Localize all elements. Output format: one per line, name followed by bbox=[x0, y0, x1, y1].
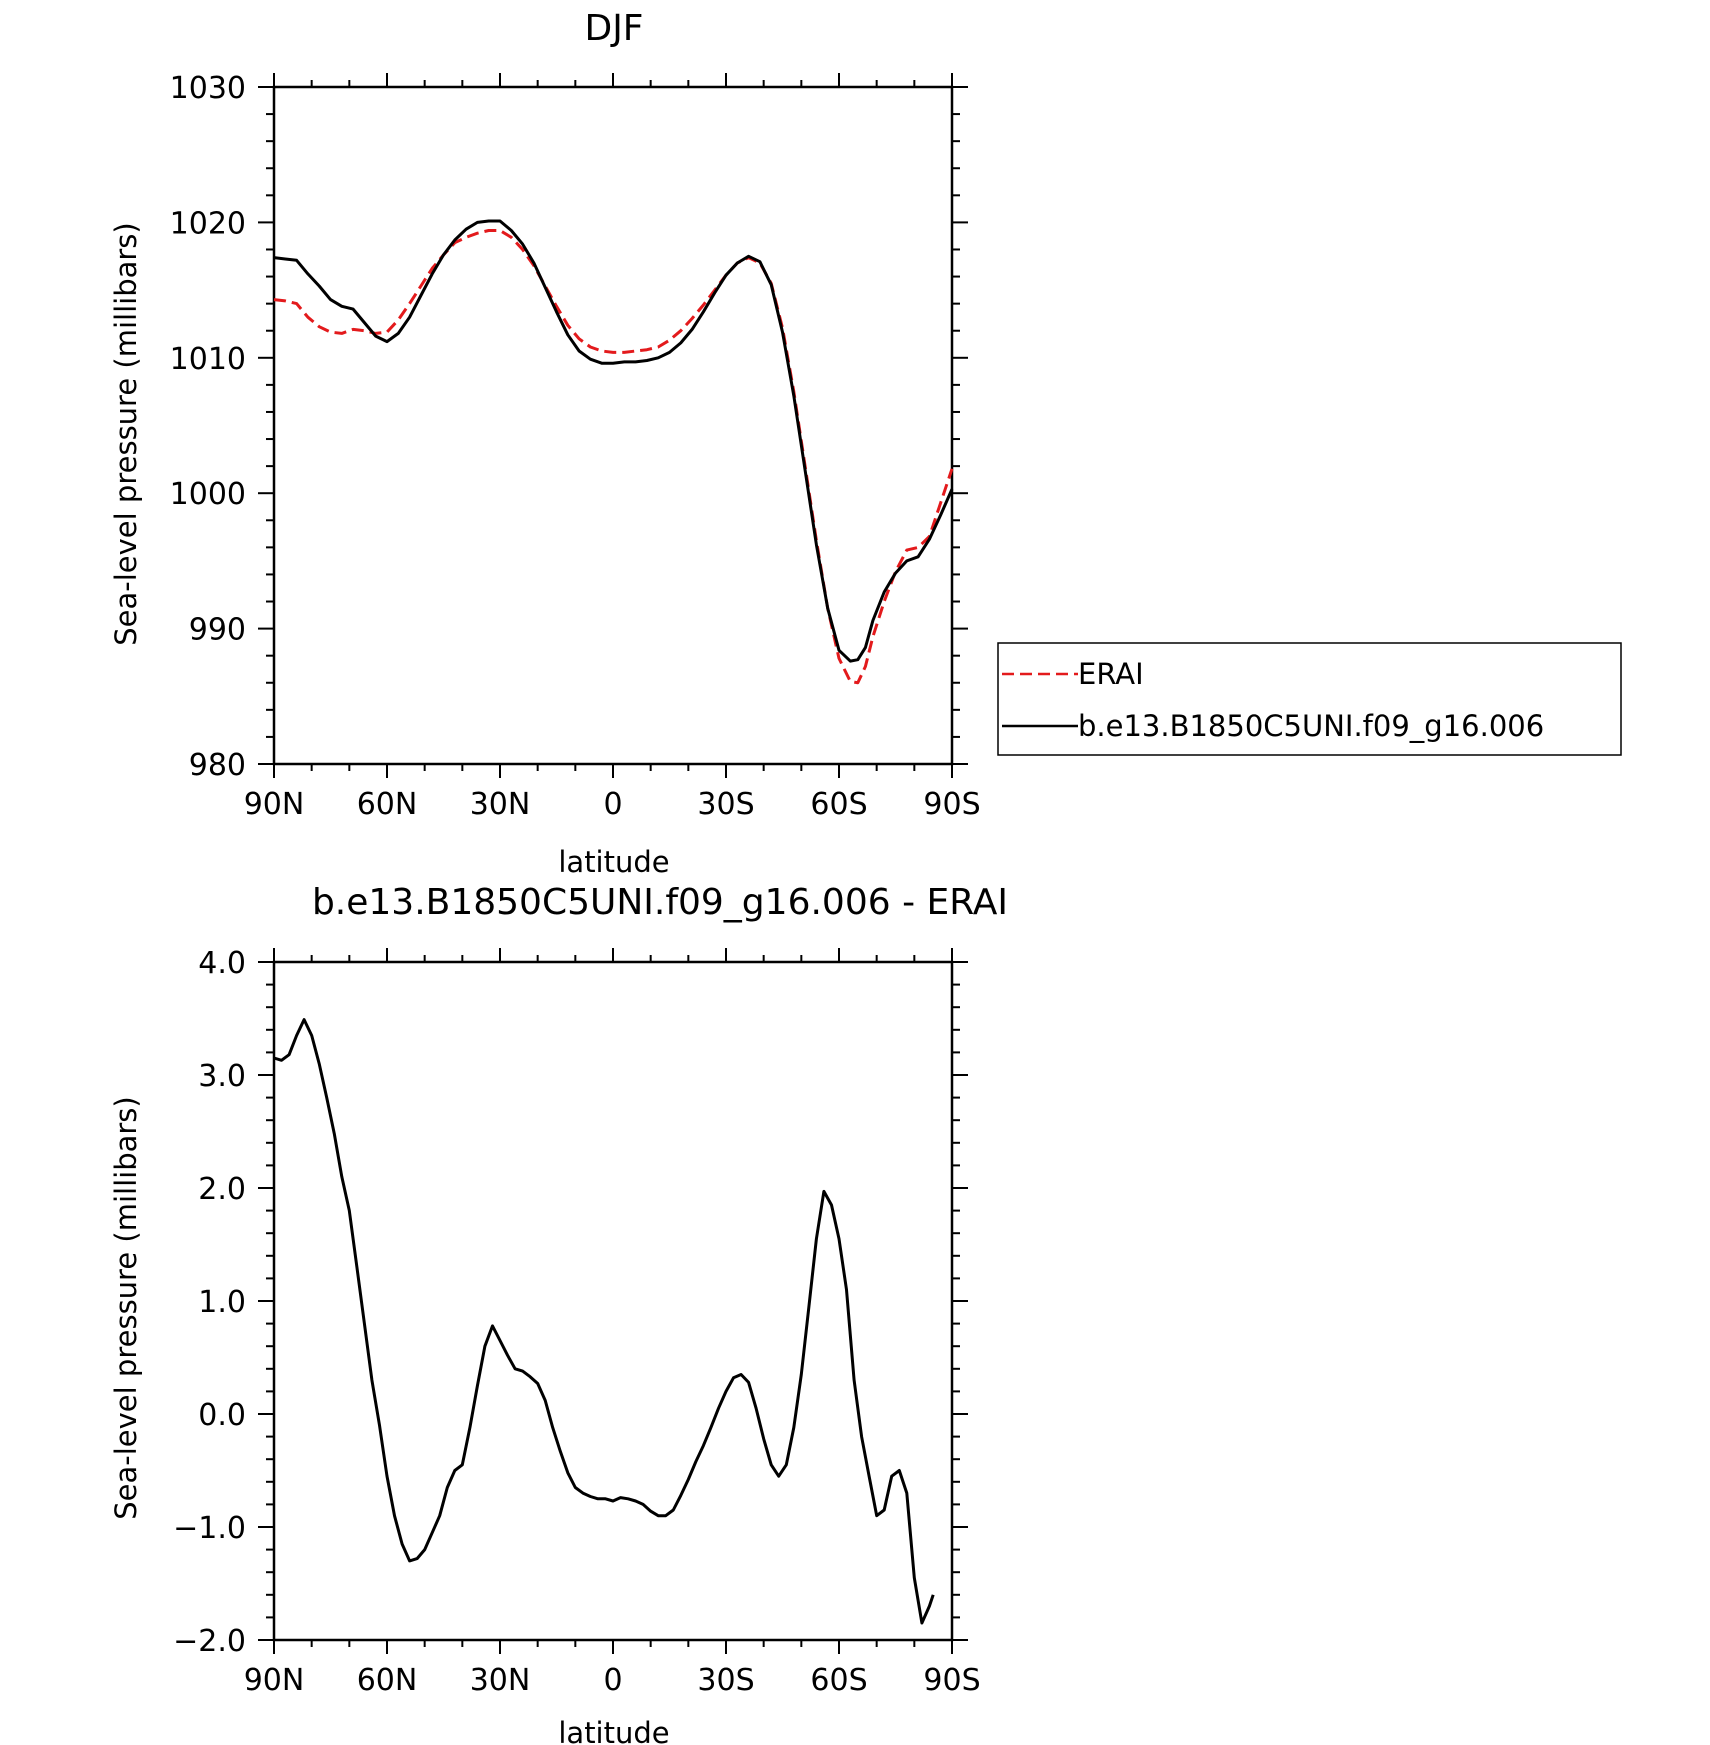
bottom-panel-x-tick-label: 30N bbox=[470, 1663, 531, 1698]
top-panel-title: DJF bbox=[584, 8, 643, 49]
bottom-panel-xlabel: latitude bbox=[558, 1716, 669, 1745]
top-panel-x-tick-label: 60S bbox=[810, 787, 867, 822]
bottom-panel-plot: 90N 60N 30N 0 30S 60S 90S −2.0 −1.0 0.0 1.0 2.0 3.0 4… bbox=[173, 946, 980, 1698]
legend-box bbox=[997, 642, 1622, 756]
bottom-panel-title: b.e13.B1850C5UNI.f09_g16.006 - ERAI bbox=[312, 882, 1008, 923]
top-panel-series-line-0 bbox=[273, 229, 954, 685]
top-panel-ylabel: Sea-level pressure (millibars) bbox=[109, 222, 143, 645]
bottom-panel-x-tick-label: 60S bbox=[810, 1663, 867, 1698]
top-panel-series-line-1 bbox=[273, 219, 954, 663]
top-panel-plot: 90N 60N 30N 0 30S 60S 90S 980 990 1000 1010 1020 103… bbox=[170, 71, 981, 822]
top-panel-xlabel: latitude bbox=[558, 845, 669, 879]
top-panel-y-tick-label: 980 bbox=[189, 748, 246, 783]
bottom-panel-y-tick-label: 4.0 bbox=[198, 946, 246, 981]
bottom-panel-y-tick-label: −1.0 bbox=[173, 1511, 246, 1546]
bottom-panel-x-tick-label: 90S bbox=[923, 1663, 980, 1698]
bottom-panel-x-tick-label: 60N bbox=[357, 1663, 418, 1698]
bottom-panel-y-tick-label: 2.0 bbox=[198, 1172, 246, 1207]
top-panel-y-tick-label: 1030 bbox=[170, 71, 246, 106]
bottom-panel-ylabel: Sea-level pressure (millibars) bbox=[109, 1096, 143, 1519]
legend-label-erai: ERAI bbox=[1078, 657, 1144, 691]
bottom-panel-series-line-0 bbox=[273, 1018, 935, 1625]
top-panel: DJF latitude Sea-level pressure (milliba… bbox=[109, 8, 1622, 879]
top-panel-x-tick-label: 90N bbox=[244, 787, 305, 822]
top-panel-y-tick-label: 1020 bbox=[170, 206, 246, 241]
bottom-panel-y-tick-label: 3.0 bbox=[198, 1059, 246, 1094]
top-panel-x-tick-label: 30S bbox=[697, 787, 754, 822]
top-panel-x-tick-label: 60N bbox=[357, 787, 418, 822]
top-panel-y-tick-label: 990 bbox=[189, 613, 246, 648]
top-panel-y-tick-label: 1000 bbox=[170, 477, 246, 512]
bottom-panel-y-tick-label: −2.0 bbox=[173, 1624, 246, 1659]
bottom-panel-x-tick-label: 90N bbox=[244, 1663, 305, 1698]
top-panel-x-tick-label: 30N bbox=[470, 787, 531, 822]
legend-label-model: b.e13.B1850C5UNI.f09_g16.006 bbox=[1078, 709, 1544, 743]
top-panel-x-tick-label: 0 bbox=[603, 787, 622, 822]
bottom-panel-x-tick-label: 0 bbox=[603, 1663, 622, 1698]
bottom-panel-y-tick-label: 0.0 bbox=[198, 1398, 246, 1433]
bottom-panel-y-tick-label: 1.0 bbox=[198, 1285, 246, 1320]
bottom-panel: b.e13.B1850C5UNI.f09_g16.006 - ERAI lati… bbox=[109, 882, 1008, 1745]
bottom-panel-x-tick-label: 30S bbox=[697, 1663, 754, 1698]
top-panel-legend: ERAI b.e13.B1850C5UNI.f09_g16.006 bbox=[997, 642, 1622, 756]
top-panel-x-tick-label: 90S bbox=[923, 787, 980, 822]
top-panel-y-tick-label: 1010 bbox=[170, 342, 246, 377]
